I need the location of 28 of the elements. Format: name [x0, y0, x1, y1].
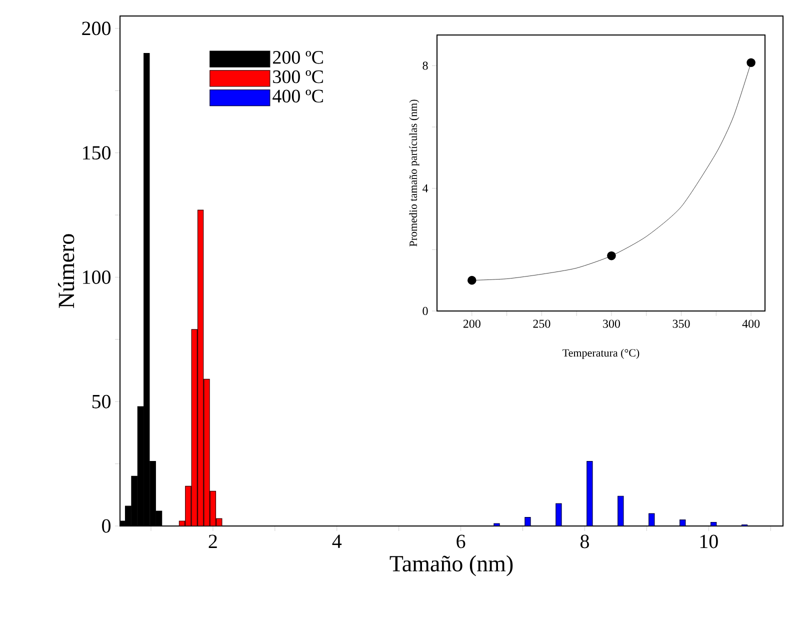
point — [468, 276, 476, 285]
point — [607, 251, 616, 260]
y-axis-title: Promedio tamaño partículas (nm) — [409, 100, 420, 246]
y-tick-label: 150 — [83, 146, 111, 160]
x-tick-label: 4 — [332, 534, 342, 548]
x-tick-label: 10 — [700, 534, 718, 548]
x-tick-label: 400 — [742, 320, 760, 328]
x-tick-label: 2 — [208, 534, 217, 548]
y-tick-label: 0 — [102, 519, 111, 533]
x-tick-label: 250 — [533, 320, 550, 328]
y-tick-label: 200 — [82, 22, 111, 36]
legend-label: 300 ºC — [273, 70, 323, 84]
point — [746, 58, 756, 67]
x-axis-title: Tamaño (nm) — [390, 555, 513, 576]
x-tick-label: 200 — [463, 320, 480, 328]
y-tick-label: 100 — [83, 270, 111, 284]
x-tick-label: 8 — [580, 534, 589, 548]
y-tick-label: 50 — [92, 394, 111, 408]
y-tick-label: 4 — [422, 184, 428, 192]
y-axis-title: Número — [58, 234, 74, 308]
y-tick-label: 0 — [422, 306, 428, 316]
x-tick-label: 6 — [456, 534, 466, 548]
x-tick-label: 350 — [672, 320, 690, 328]
legend-label: 200 ºC — [273, 51, 323, 64]
legend-label: 400 ºC — [272, 90, 323, 103]
x-axis-title: Temperatura (°C) — [562, 348, 640, 359]
y-tick-label: 8 — [422, 62, 428, 70]
x-tick-label: 300 — [603, 320, 620, 328]
